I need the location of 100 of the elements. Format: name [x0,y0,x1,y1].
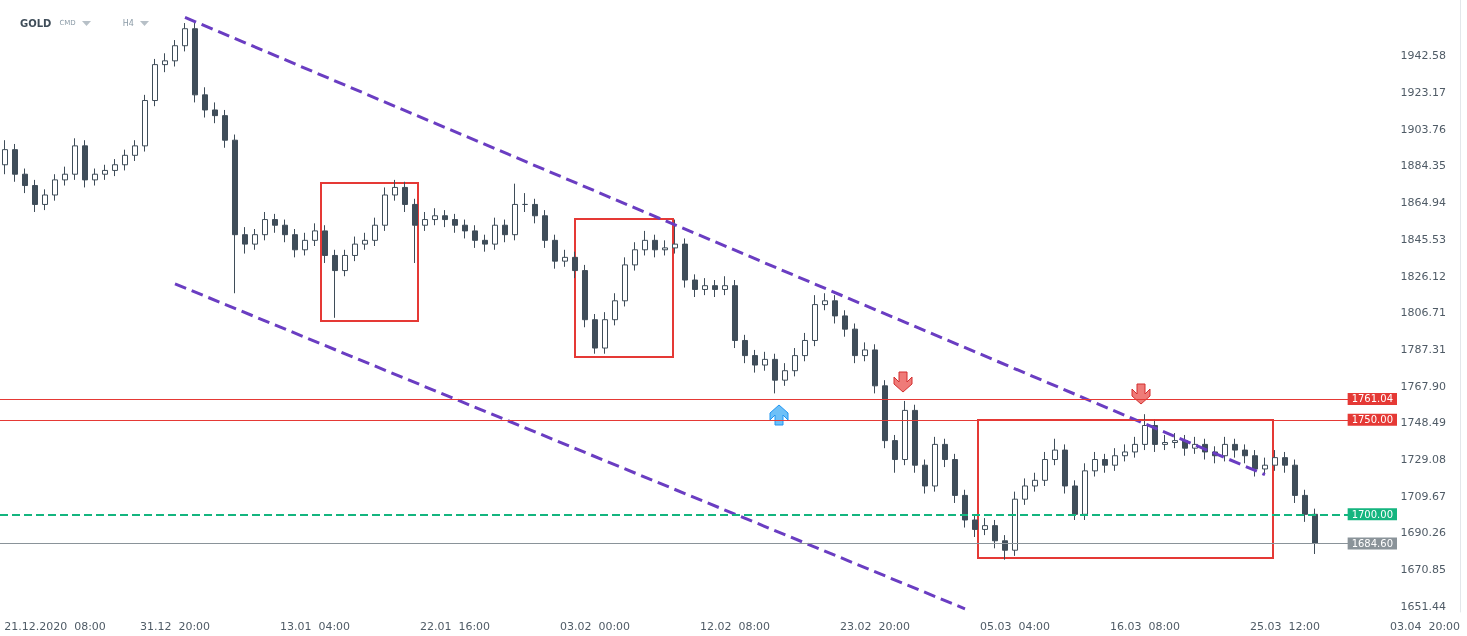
candlestick [1052,438,1058,466]
candlestick [92,168,98,187]
candlestick [1222,436,1228,462]
candlestick [972,513,978,538]
candlestick [1012,491,1018,557]
candlestick [922,459,928,495]
x-tick-label: 25.03 12:00 [1249,620,1321,633]
candlestick [822,292,828,311]
y-tick-label: 1903.76 [1400,122,1446,136]
x-tick-label: 03.02 00:00 [559,620,631,633]
candlestick [392,179,398,202]
candlestick [832,294,838,324]
y-tick-label: 1748.49 [1400,416,1446,430]
candlestick [1022,477,1028,506]
candlestick [952,453,958,504]
candlestick [752,349,758,374]
ref-line-label: 1750.00 [1351,414,1393,426]
candlestick [162,52,168,73]
candlestick [602,311,608,355]
candlestick [432,207,438,226]
candlestick [932,436,938,493]
candlestick [342,249,348,277]
candlestick [1282,451,1288,474]
y-tick-label: 1729.08 [1400,452,1446,466]
candlestick [1062,443,1068,495]
candlestick [812,294,818,347]
candlestick [42,188,48,211]
candlestick [562,249,568,268]
candlestick [112,158,118,177]
candlestick [362,232,368,251]
candlestick [452,213,458,234]
candlestick [422,211,428,232]
y-tick-label: 1806.71 [1400,306,1446,320]
candlestick [1172,432,1178,449]
candlestick [992,519,998,549]
candlestick [682,237,688,289]
candlestick [892,434,898,474]
candlestick [1112,447,1118,472]
candlestick [632,241,638,272]
candlestick [82,139,88,188]
candlestick [902,400,908,466]
candlestick [672,219,678,255]
candlestick [582,264,588,328]
candlestick [762,351,768,372]
x-tick-label: 03.04 20:00 [1389,620,1461,633]
candlestick [692,273,698,298]
candlestick [1082,462,1088,521]
ref-line-label: 1684.60 [1351,537,1393,549]
candlestick [1122,443,1128,462]
y-tick-label: 1923.17 [1400,86,1446,100]
x-tick-label: 05.03 04:00 [979,620,1051,633]
y-tick-label: 1826.12 [1400,269,1446,283]
ref-line-label: 1761.04 [1351,393,1393,405]
candlestick [622,256,628,307]
candlestick [172,39,178,68]
candlestick [1072,479,1078,521]
candlestick [312,222,318,247]
y-tick-label: 1864.94 [1400,196,1446,210]
candlestick [212,101,218,124]
y-tick-label: 1942.58 [1400,49,1446,63]
candlestick [52,173,58,202]
x-tick-label: 16.03 08:00 [1109,620,1181,633]
y-tick-label: 1845.53 [1400,232,1446,246]
y-tick-label: 1651.44 [1400,599,1446,613]
candlestick [372,217,378,247]
candlestick [462,219,468,239]
candlestick [802,332,808,362]
x-tick-label: 23.02 20:00 [839,620,911,633]
x-tick-label: 13.01 04:00 [279,620,351,633]
candlestick [1162,434,1168,451]
candlestick [222,109,228,149]
candlestick [782,362,788,387]
candlestick [1312,508,1318,555]
candlestick [482,234,488,253]
candlestick [772,353,778,394]
x-tick-label: 22.01 16:00 [419,620,491,633]
x-tick-label: 12.02 08:00 [699,620,771,633]
annotation: H4 [122,18,134,28]
x-tick-label: 31.12 20:00 [139,620,211,633]
candlestick [1262,457,1268,476]
candlestick [72,137,78,181]
candlestick [732,279,738,349]
candlestick [182,22,188,52]
candlestick [882,379,888,449]
candlestick [662,239,668,256]
candlestick [492,217,498,251]
candlestick [412,198,418,264]
candlestick [262,211,268,241]
candlestick [592,313,598,355]
candlestick [502,219,508,243]
text: GOLD [20,17,52,29]
candlestick [152,58,158,107]
candlestick [792,347,798,377]
candlestick [332,249,338,319]
candlestick [642,230,648,256]
candlestick [2,139,8,175]
candlestick [282,219,288,243]
y-tick-label: 1767.90 [1400,379,1446,393]
candlestick [962,489,968,529]
candlestick [322,224,328,264]
